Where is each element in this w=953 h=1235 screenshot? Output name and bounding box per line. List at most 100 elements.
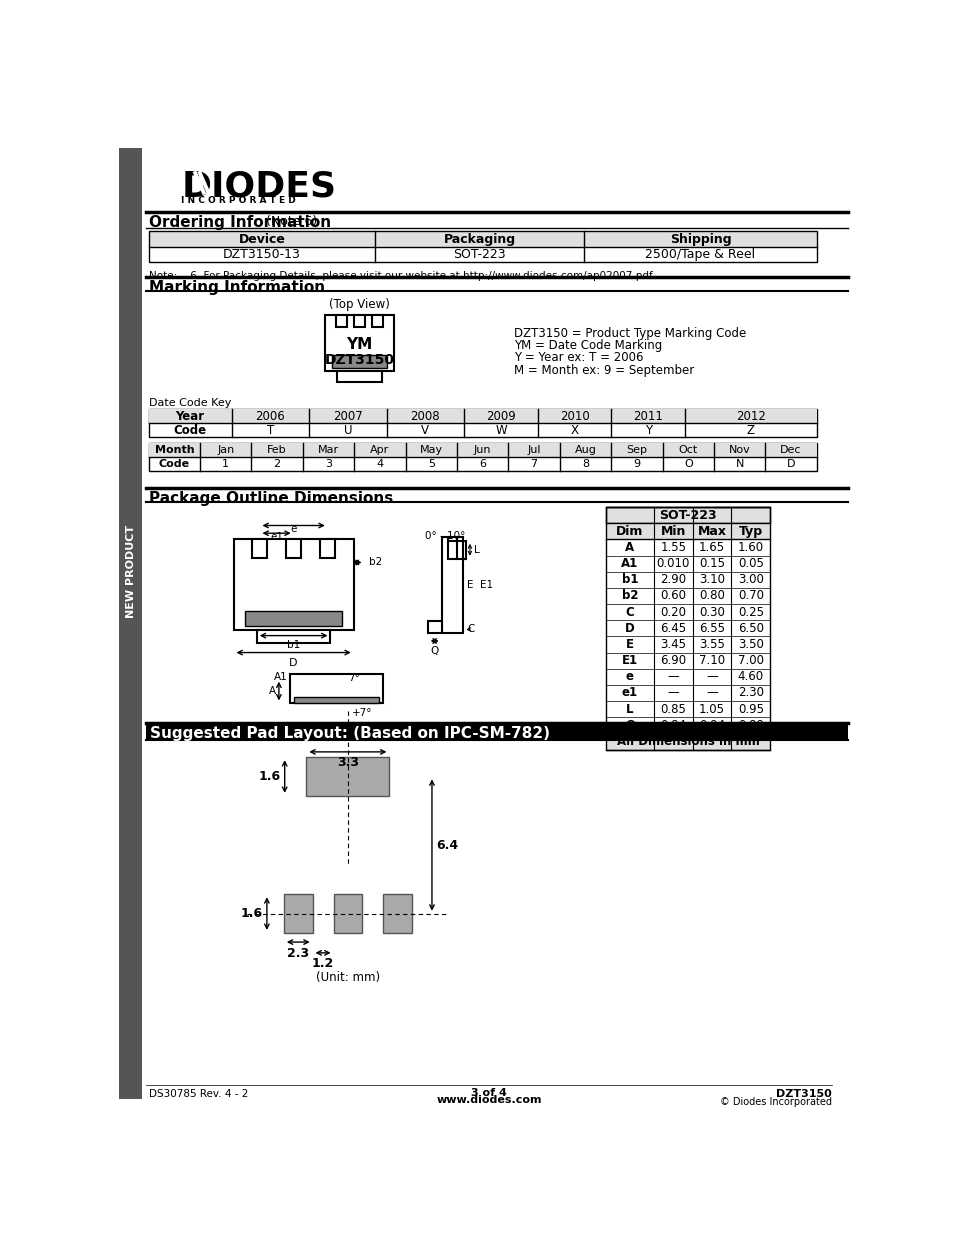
Text: Suggested Pad Layout: (Based on IPC-SM-782): Suggested Pad Layout: (Based on IPC-SM-7…: [150, 726, 550, 741]
Text: Ordering Information: Ordering Information: [149, 215, 331, 230]
Text: All Dimensions in mm: All Dimensions in mm: [616, 735, 759, 748]
Text: 4: 4: [376, 459, 383, 469]
Text: 2012: 2012: [735, 410, 765, 422]
Bar: [119, 148, 142, 1099]
Bar: [383, 894, 412, 932]
Text: 3.00: 3.00: [738, 573, 763, 587]
Text: 0.84: 0.84: [659, 719, 685, 732]
Bar: [252, 540, 267, 558]
Text: 2011: 2011: [633, 410, 662, 422]
Text: e1: e1: [270, 531, 283, 542]
Text: DZT3150: DZT3150: [776, 1089, 831, 1099]
Bar: [233, 540, 354, 630]
Text: 7°: 7°: [348, 673, 359, 683]
Text: 0.010: 0.010: [656, 557, 689, 571]
Text: DZT3150: DZT3150: [324, 353, 395, 367]
Text: YM = Date Code Marking: YM = Date Code Marking: [514, 340, 662, 352]
Bar: [256, 630, 330, 643]
Text: e: e: [290, 524, 296, 534]
Text: 0.25: 0.25: [737, 605, 763, 619]
Text: E: E: [625, 638, 634, 651]
Text: Marking Information: Marking Information: [149, 280, 324, 295]
Bar: [605, 508, 769, 524]
Text: 0.85: 0.85: [659, 703, 685, 715]
Text: 2009: 2009: [485, 410, 516, 422]
Bar: [320, 540, 335, 558]
Bar: [149, 443, 816, 471]
Text: Q: Q: [430, 646, 438, 656]
Text: Shipping: Shipping: [669, 232, 731, 246]
Text: W: W: [495, 424, 506, 436]
Text: —: —: [667, 687, 679, 699]
Text: SOT-223: SOT-223: [659, 509, 716, 521]
Text: U: U: [343, 424, 352, 436]
Text: 0.30: 0.30: [699, 605, 724, 619]
Text: Device: Device: [238, 232, 285, 246]
Bar: [605, 734, 769, 750]
Text: NEW PRODUCT: NEW PRODUCT: [126, 525, 135, 619]
Text: Jan: Jan: [217, 445, 234, 454]
Text: 3.45: 3.45: [659, 638, 685, 651]
Text: 2: 2: [274, 459, 280, 469]
Text: 1.05: 1.05: [699, 703, 724, 715]
Text: I N C O R P O R A T E D: I N C O R P O R A T E D: [181, 196, 295, 205]
Bar: [336, 370, 381, 382]
Text: 2007: 2007: [333, 410, 362, 422]
Text: A1: A1: [620, 557, 638, 571]
Text: b1: b1: [621, 573, 638, 587]
Text: 8: 8: [581, 459, 588, 469]
Text: 9: 9: [633, 459, 639, 469]
Text: Y: Y: [644, 424, 651, 436]
Text: E  E1: E E1: [467, 580, 493, 590]
Text: O: O: [683, 459, 692, 469]
Text: b2: b2: [369, 557, 382, 567]
Text: Nov: Nov: [728, 445, 750, 454]
Text: 2010: 2010: [559, 410, 589, 422]
Text: Y = Year ex: T = 2006: Y = Year ex: T = 2006: [514, 352, 643, 364]
Text: May: May: [419, 445, 442, 454]
Text: Oct: Oct: [678, 445, 698, 454]
Text: —: —: [667, 671, 679, 683]
Text: Jul: Jul: [527, 445, 540, 454]
Text: 2500/Tape & Reel: 2500/Tape & Reel: [645, 248, 755, 261]
Text: (Unit: mm): (Unit: mm): [315, 972, 379, 984]
Text: 1.65: 1.65: [699, 541, 724, 555]
Text: 1.60: 1.60: [737, 541, 763, 555]
Bar: [286, 540, 301, 558]
Text: 3: 3: [325, 459, 332, 469]
Text: 1.55: 1.55: [659, 541, 685, 555]
Bar: [427, 621, 441, 634]
Bar: [332, 354, 387, 368]
Text: Apr: Apr: [370, 445, 389, 454]
Text: e: e: [625, 671, 634, 683]
Bar: [605, 524, 769, 540]
Text: Sep: Sep: [626, 445, 647, 454]
Text: Min: Min: [660, 525, 685, 537]
Bar: [294, 698, 378, 704]
Text: 3.50: 3.50: [738, 638, 763, 651]
Bar: [372, 315, 382, 327]
Text: 1.2: 1.2: [312, 957, 334, 971]
Text: Dec: Dec: [780, 445, 801, 454]
Text: —: —: [705, 671, 718, 683]
Text: 0.20: 0.20: [659, 605, 685, 619]
Text: 3.10: 3.10: [699, 573, 724, 587]
Text: Max: Max: [697, 525, 726, 537]
Text: 7.00: 7.00: [737, 655, 763, 667]
Bar: [334, 894, 362, 932]
Text: Feb: Feb: [267, 445, 287, 454]
Text: D: D: [289, 658, 297, 668]
Text: YM: YM: [346, 337, 373, 352]
Bar: [146, 722, 847, 740]
Text: Date Code Key: Date Code Key: [149, 399, 231, 409]
Text: 1: 1: [222, 459, 229, 469]
Text: T: T: [267, 424, 274, 436]
Text: 0.60: 0.60: [659, 589, 685, 603]
Text: 2008: 2008: [410, 410, 439, 422]
Bar: [354, 315, 365, 327]
Text: www.diodes.com: www.diodes.com: [436, 1095, 541, 1105]
Text: A: A: [625, 541, 634, 555]
Text: DS30785 Rev. 4 - 2: DS30785 Rev. 4 - 2: [149, 1089, 248, 1099]
Text: 6.4: 6.4: [436, 839, 458, 852]
Text: Code: Code: [173, 424, 207, 436]
